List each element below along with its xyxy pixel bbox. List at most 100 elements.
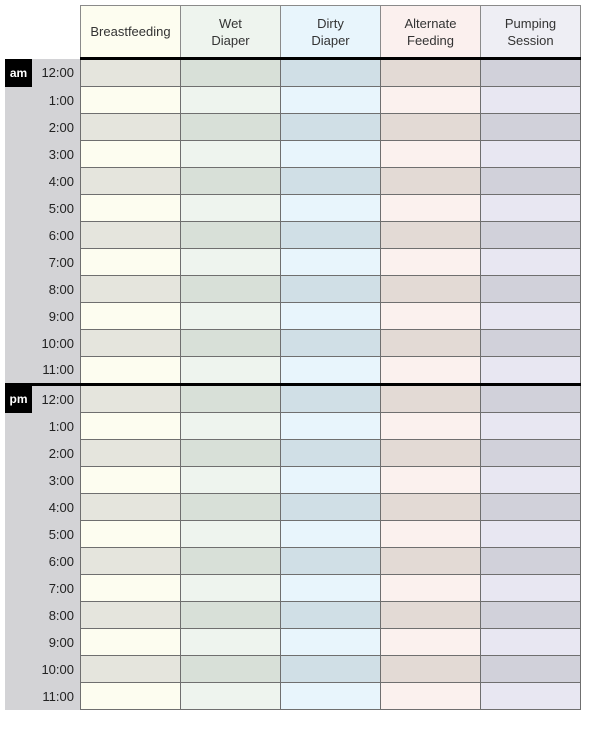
entry-cell[interactable] [180, 383, 281, 413]
entry-cell[interactable] [280, 329, 381, 357]
entry-cell[interactable] [180, 547, 281, 575]
entry-cell[interactable] [380, 356, 481, 385]
entry-cell[interactable] [380, 601, 481, 629]
entry-cell[interactable] [380, 275, 481, 303]
entry-cell[interactable] [480, 113, 581, 141]
entry-cell[interactable] [480, 57, 581, 87]
entry-cell[interactable] [280, 140, 381, 168]
entry-cell[interactable] [380, 493, 481, 521]
entry-cell[interactable] [80, 383, 181, 413]
entry-cell[interactable] [480, 248, 581, 276]
entry-cell[interactable] [480, 682, 581, 710]
entry-cell[interactable] [80, 248, 181, 276]
entry-cell[interactable] [280, 628, 381, 656]
entry-cell[interactable] [180, 86, 281, 114]
entry-cell[interactable] [480, 520, 581, 548]
entry-cell[interactable] [280, 86, 381, 114]
entry-cell[interactable] [280, 682, 381, 710]
entry-cell[interactable] [80, 113, 181, 141]
entry-cell[interactable] [380, 194, 481, 222]
entry-cell[interactable] [480, 329, 581, 357]
entry-cell[interactable] [80, 574, 181, 602]
entry-cell[interactable] [180, 466, 281, 494]
entry-cell[interactable] [480, 86, 581, 114]
entry-cell[interactable] [480, 140, 581, 168]
entry-cell[interactable] [480, 194, 581, 222]
entry-cell[interactable] [380, 248, 481, 276]
entry-cell[interactable] [80, 682, 181, 710]
entry-cell[interactable] [280, 383, 381, 413]
entry-cell[interactable] [380, 113, 481, 141]
entry-cell[interactable] [480, 412, 581, 440]
entry-cell[interactable] [380, 140, 481, 168]
entry-cell[interactable] [180, 275, 281, 303]
entry-cell[interactable] [180, 167, 281, 195]
entry-cell[interactable] [380, 682, 481, 710]
entry-cell[interactable] [480, 275, 581, 303]
entry-cell[interactable] [80, 547, 181, 575]
entry-cell[interactable] [80, 466, 181, 494]
entry-cell[interactable] [280, 167, 381, 195]
entry-cell[interactable] [80, 520, 181, 548]
entry-cell[interactable] [80, 439, 181, 467]
entry-cell[interactable] [80, 86, 181, 114]
entry-cell[interactable] [480, 356, 581, 385]
entry-cell[interactable] [380, 57, 481, 87]
entry-cell[interactable] [280, 520, 381, 548]
entry-cell[interactable] [180, 493, 281, 521]
entry-cell[interactable] [380, 466, 481, 494]
entry-cell[interactable] [180, 628, 281, 656]
entry-cell[interactable] [280, 601, 381, 629]
entry-cell[interactable] [480, 601, 581, 629]
entry-cell[interactable] [180, 57, 281, 87]
entry-cell[interactable] [180, 682, 281, 710]
entry-cell[interactable] [380, 574, 481, 602]
entry-cell[interactable] [280, 466, 381, 494]
entry-cell[interactable] [380, 329, 481, 357]
entry-cell[interactable] [380, 221, 481, 249]
entry-cell[interactable] [180, 439, 281, 467]
entry-cell[interactable] [180, 194, 281, 222]
entry-cell[interactable] [480, 574, 581, 602]
entry-cell[interactable] [80, 57, 181, 87]
entry-cell[interactable] [280, 57, 381, 87]
entry-cell[interactable] [80, 628, 181, 656]
entry-cell[interactable] [180, 248, 281, 276]
entry-cell[interactable] [280, 493, 381, 521]
entry-cell[interactable] [380, 412, 481, 440]
entry-cell[interactable] [80, 655, 181, 683]
entry-cell[interactable] [380, 86, 481, 114]
entry-cell[interactable] [280, 221, 381, 249]
entry-cell[interactable] [80, 329, 181, 357]
entry-cell[interactable] [280, 194, 381, 222]
entry-cell[interactable] [280, 655, 381, 683]
entry-cell[interactable] [480, 493, 581, 521]
entry-cell[interactable] [480, 439, 581, 467]
entry-cell[interactable] [480, 628, 581, 656]
entry-cell[interactable] [180, 356, 281, 385]
entry-cell[interactable] [180, 302, 281, 330]
entry-cell[interactable] [480, 383, 581, 413]
entry-cell[interactable] [80, 493, 181, 521]
entry-cell[interactable] [180, 412, 281, 440]
entry-cell[interactable] [380, 167, 481, 195]
entry-cell[interactable] [80, 302, 181, 330]
entry-cell[interactable] [380, 547, 481, 575]
entry-cell[interactable] [480, 302, 581, 330]
entry-cell[interactable] [80, 140, 181, 168]
entry-cell[interactable] [380, 628, 481, 656]
entry-cell[interactable] [80, 601, 181, 629]
entry-cell[interactable] [180, 655, 281, 683]
entry-cell[interactable] [380, 520, 481, 548]
entry-cell[interactable] [480, 221, 581, 249]
entry-cell[interactable] [180, 520, 281, 548]
entry-cell[interactable] [280, 547, 381, 575]
entry-cell[interactable] [280, 275, 381, 303]
entry-cell[interactable] [80, 221, 181, 249]
entry-cell[interactable] [480, 167, 581, 195]
entry-cell[interactable] [280, 439, 381, 467]
entry-cell[interactable] [80, 194, 181, 222]
entry-cell[interactable] [480, 547, 581, 575]
entry-cell[interactable] [280, 302, 381, 330]
entry-cell[interactable] [180, 113, 281, 141]
